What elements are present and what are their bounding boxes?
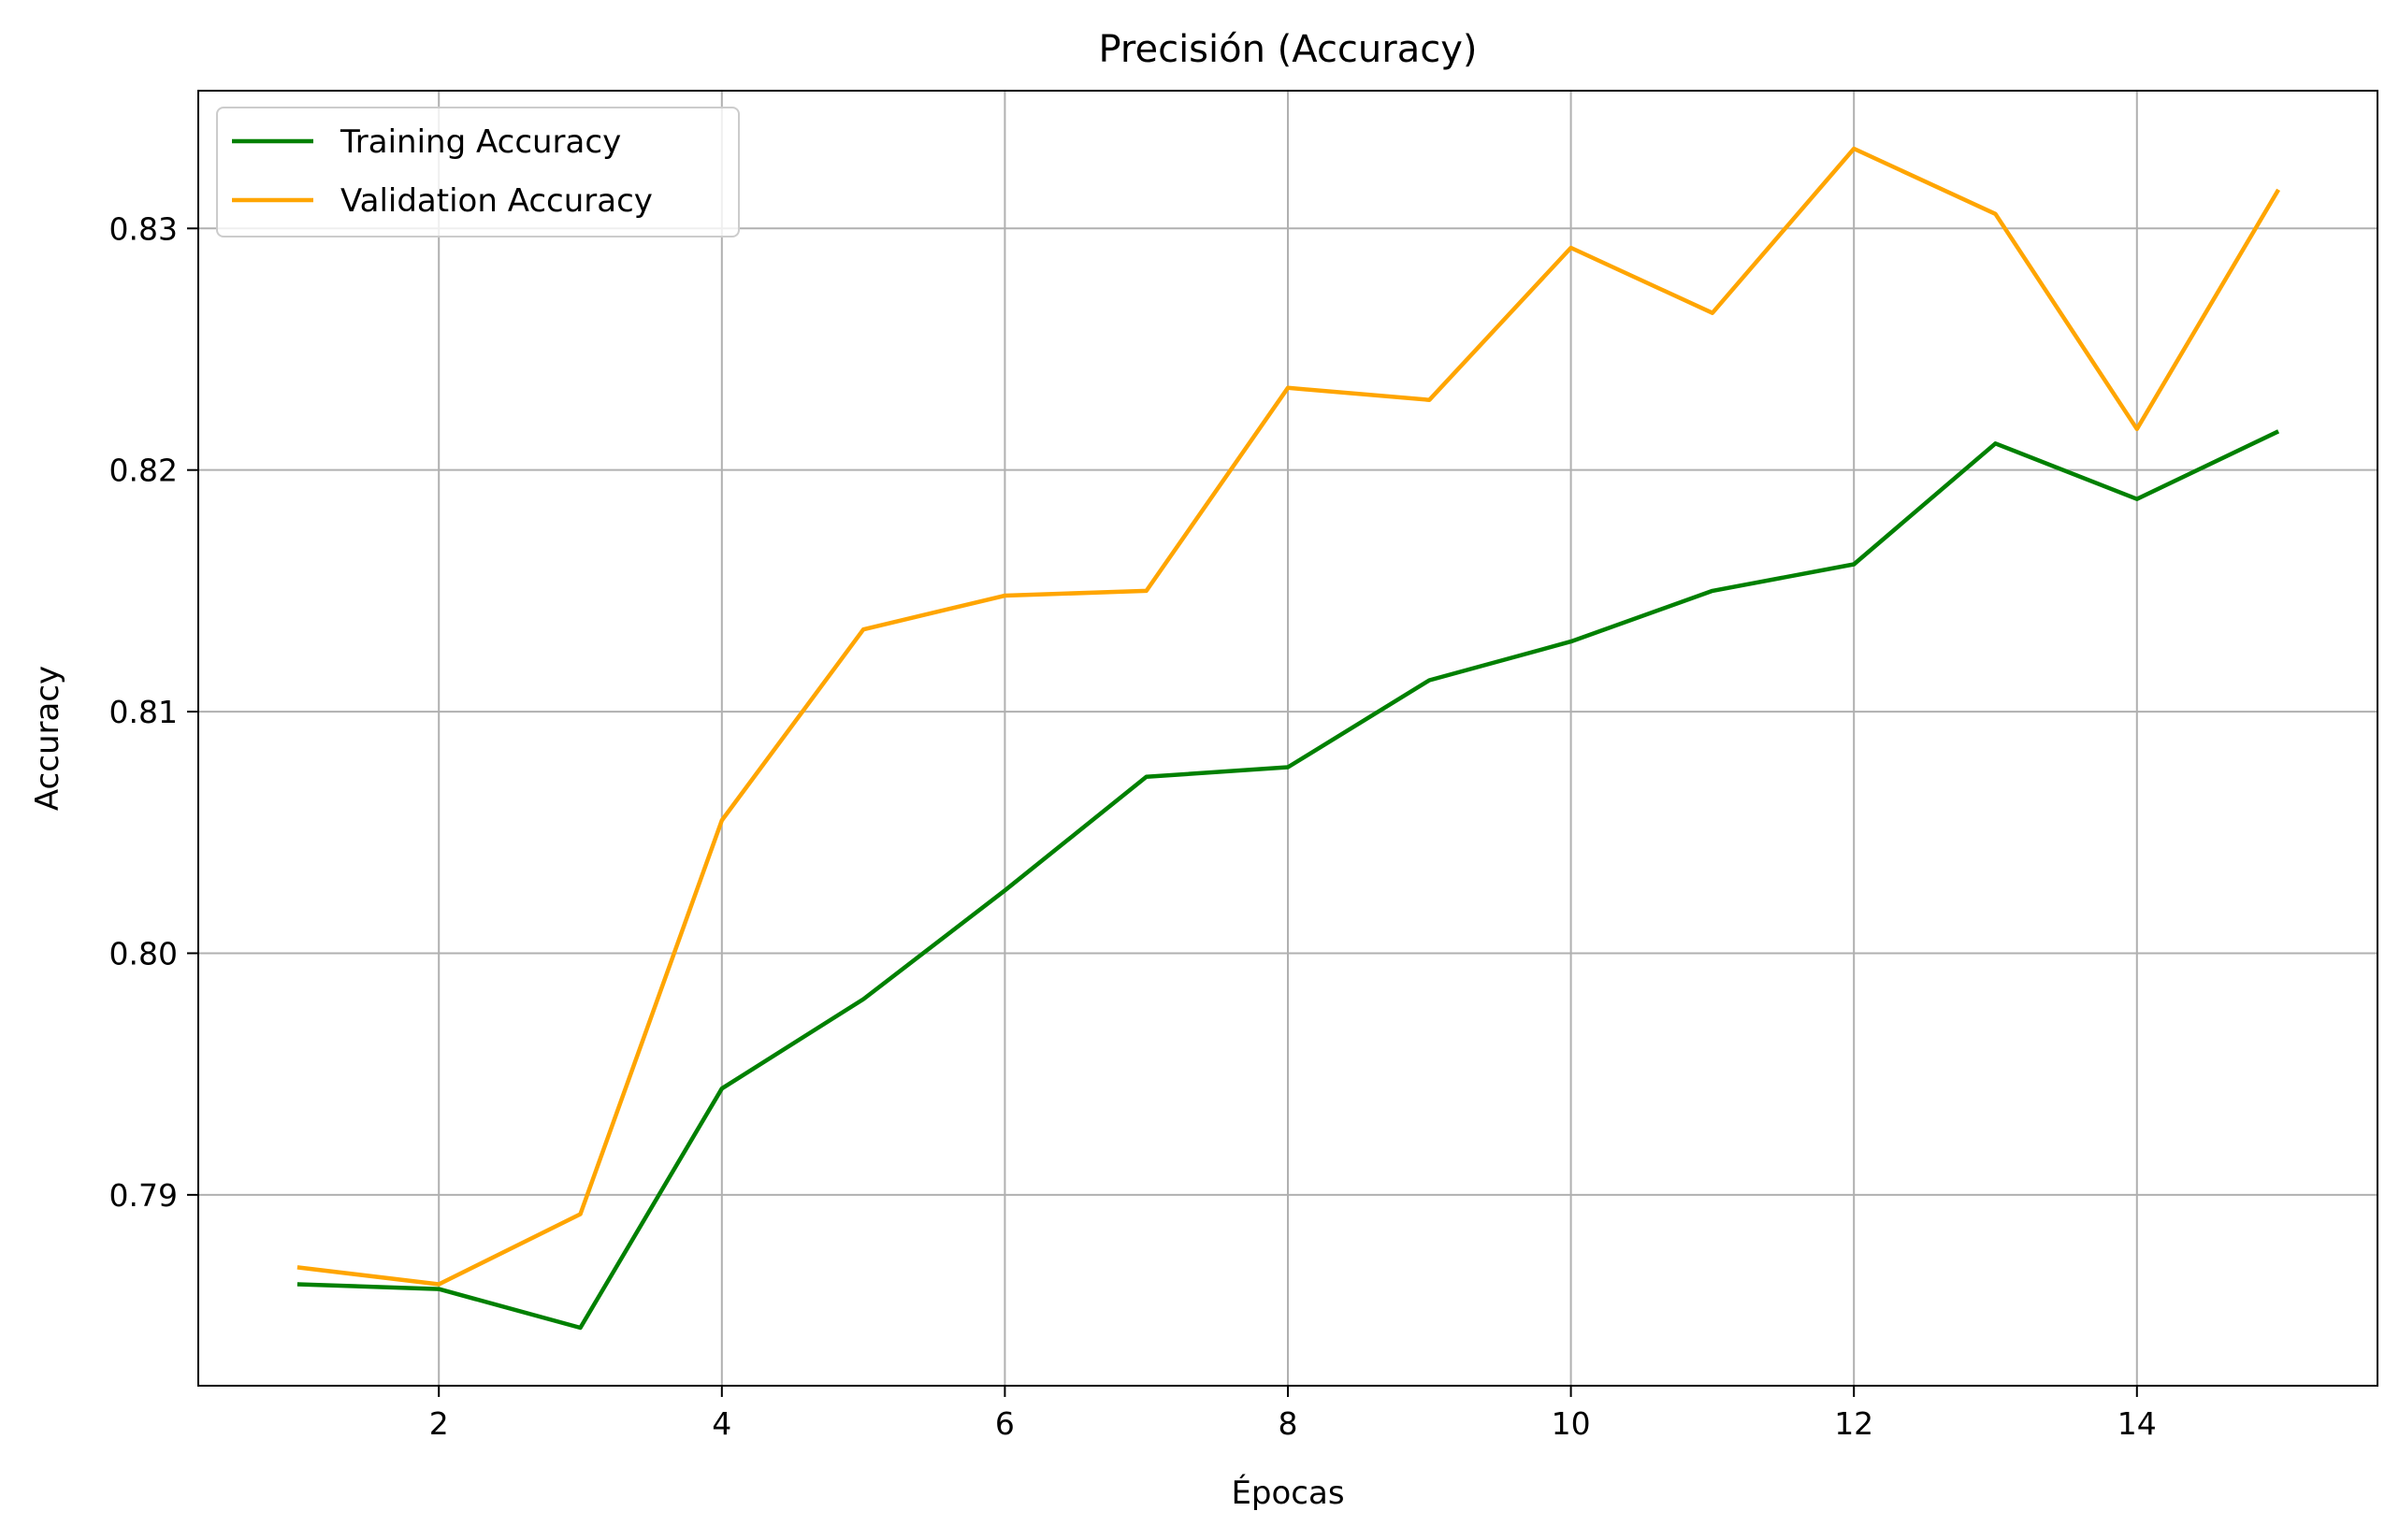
axis-ticks: 2 4 6 8 10 12 14 0.79 0.80 0.81 0.82 0.83 xyxy=(109,210,2157,1442)
x-axis-label: Épocas xyxy=(1231,1474,1344,1512)
legend-box xyxy=(216,107,740,237)
legend-label: Training Accuracy xyxy=(340,123,621,161)
y-axis-label: Accuracy xyxy=(29,666,66,811)
series-lines xyxy=(296,146,2281,1331)
series-line-training xyxy=(296,429,2280,1331)
x-tick-label: 6 xyxy=(995,1405,1015,1442)
x-tick-label: 2 xyxy=(429,1405,449,1442)
y-tick-label: 0.81 xyxy=(109,694,178,730)
legend-label: Validation Accuracy xyxy=(340,182,653,220)
x-tick-label: 14 xyxy=(2117,1405,2157,1442)
x-tick-label: 12 xyxy=(1834,1405,1873,1442)
y-tick-label: 0.80 xyxy=(109,935,178,971)
x-tick-label: 4 xyxy=(712,1405,731,1442)
y-tick-label: 0.79 xyxy=(109,1177,178,1214)
grid xyxy=(198,91,2377,1386)
x-tick-label: 8 xyxy=(1279,1405,1298,1442)
series-line-validation xyxy=(296,146,2281,1287)
legend: Training Accuracy Validation Accuracy xyxy=(216,107,740,237)
y-tick-label: 0.82 xyxy=(109,453,178,489)
y-tick-label: 0.83 xyxy=(109,210,178,247)
chart-title: Precisión (Accuracy) xyxy=(1098,28,1477,71)
x-tick-label: 10 xyxy=(1552,1405,1591,1442)
